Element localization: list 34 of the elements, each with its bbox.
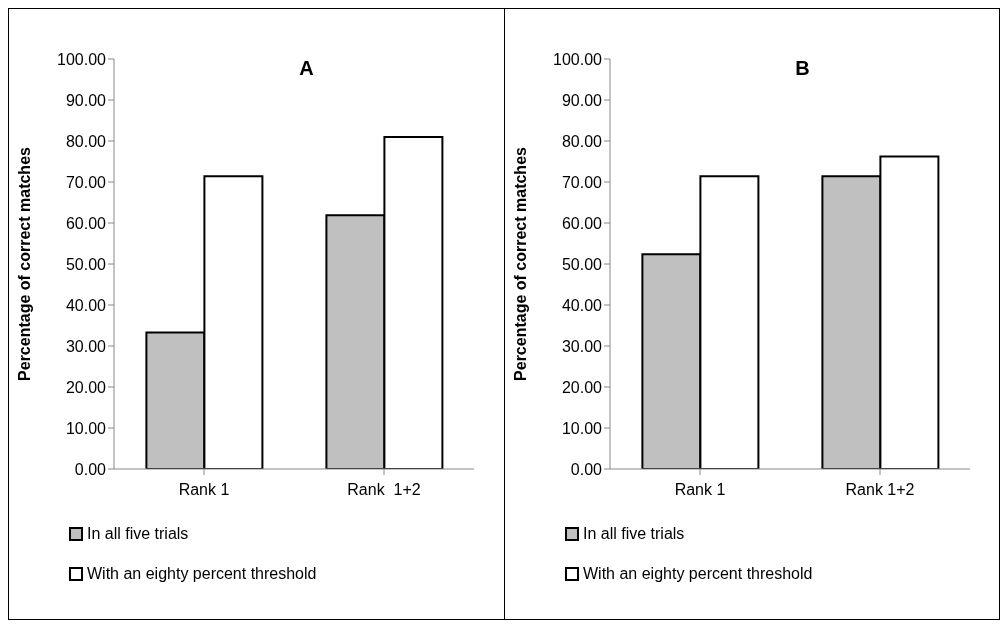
legend-label: With an eighty percent threshold bbox=[87, 565, 317, 583]
y-axis-title: Percentage of correct matches bbox=[511, 146, 529, 381]
y-tick-label: 10.00 bbox=[561, 419, 603, 437]
y-tick-label: 50.00 bbox=[561, 255, 603, 273]
x-tick-label: Rank 1+2 bbox=[845, 481, 915, 498]
y-axis-title: Percentage of correct matches bbox=[15, 146, 33, 381]
y-tick-label: 20.00 bbox=[65, 378, 107, 396]
x-tick-label: Rank 1+2 bbox=[347, 481, 421, 498]
y-tick-label: 30.00 bbox=[65, 337, 107, 355]
y-tick-label: 60.00 bbox=[561, 214, 603, 232]
legend-label: With an eighty percent threshold bbox=[583, 565, 813, 583]
y-tick-label: 90.00 bbox=[561, 91, 603, 109]
y-tick-label: 60.00 bbox=[65, 214, 107, 232]
chart-title: A bbox=[298, 57, 315, 80]
y-tick-label: 30.00 bbox=[561, 337, 603, 355]
y-tick-label: 70.00 bbox=[561, 173, 603, 191]
y-tick-label: 10.00 bbox=[65, 419, 107, 437]
y-tick-label: 0.00 bbox=[74, 460, 107, 478]
x-tick-label: Rank 1 bbox=[178, 481, 230, 498]
y-tick-label: 80.00 bbox=[65, 132, 107, 150]
y-tick-label: 100.00 bbox=[553, 50, 603, 68]
y-tick-label: 0.00 bbox=[570, 460, 603, 478]
y-tick-label: 40.00 bbox=[65, 296, 107, 314]
legend-label: In all five trials bbox=[87, 525, 189, 543]
y-tick-label: 50.00 bbox=[65, 255, 107, 273]
legend-label: In all five trials bbox=[583, 525, 685, 543]
y-tick-label: 40.00 bbox=[561, 296, 603, 314]
y-tick-label: 20.00 bbox=[561, 378, 603, 396]
chart-title: B bbox=[794, 57, 811, 80]
y-tick-label: 90.00 bbox=[65, 91, 107, 109]
y-tick-label: 80.00 bbox=[561, 132, 603, 150]
y-tick-label: 70.00 bbox=[65, 173, 107, 191]
y-tick-label: 100.00 bbox=[57, 50, 107, 68]
x-tick-label: Rank 1 bbox=[674, 481, 726, 498]
